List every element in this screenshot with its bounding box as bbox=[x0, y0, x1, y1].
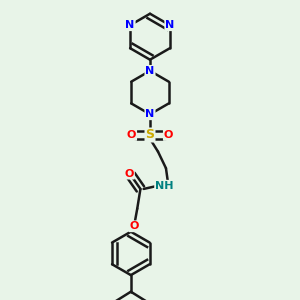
Text: O: O bbox=[124, 169, 134, 178]
Text: S: S bbox=[146, 128, 154, 142]
Text: O: O bbox=[127, 130, 136, 140]
Text: N: N bbox=[165, 20, 175, 30]
Text: O: O bbox=[129, 221, 139, 231]
Text: N: N bbox=[125, 20, 135, 30]
Text: NH: NH bbox=[155, 181, 174, 191]
Text: O: O bbox=[164, 130, 173, 140]
Text: N: N bbox=[146, 109, 154, 119]
Text: N: N bbox=[146, 66, 154, 76]
